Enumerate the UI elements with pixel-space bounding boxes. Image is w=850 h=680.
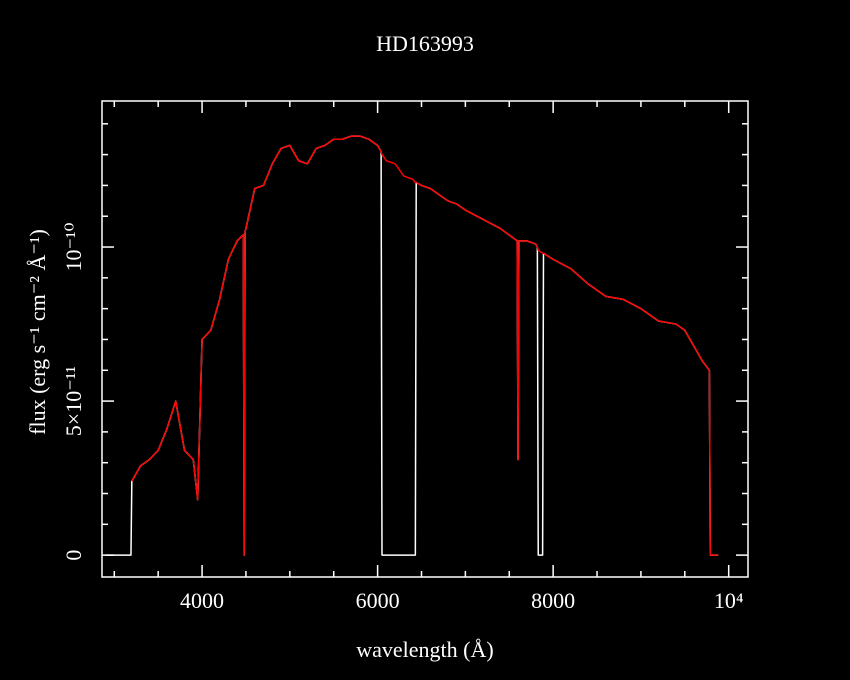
spectrum-line: [131, 135, 719, 556]
plot-lines: [105, 135, 719, 556]
x-tick-label: 10⁴: [714, 588, 744, 613]
y-tick-label: 10⁻¹⁰: [61, 222, 86, 271]
chart-title: HD163993: [376, 31, 474, 56]
x-tick-label: 8000: [531, 588, 575, 613]
x-tick-label: 6000: [356, 588, 400, 613]
x-axis-label: wavelength (Å): [356, 637, 493, 662]
x-tick-label: 4000: [180, 588, 224, 613]
y-tick-label: 5×10⁻¹¹: [61, 366, 86, 436]
y-axis-label: flux (erg s⁻¹ cm⁻² Å⁻¹): [25, 229, 50, 435]
y-tick-label: 0: [61, 550, 86, 561]
